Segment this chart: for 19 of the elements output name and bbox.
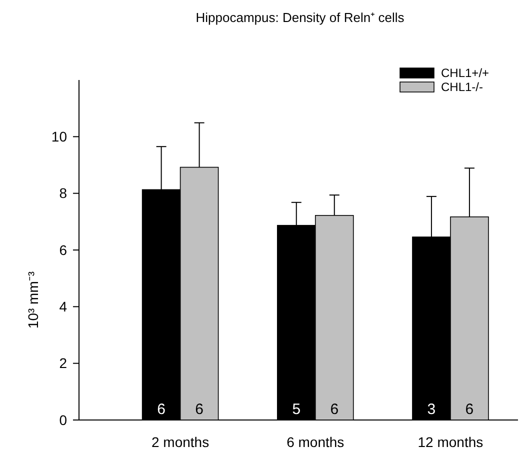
annotation: 6 bbox=[465, 401, 474, 418]
annotation: 6 bbox=[330, 401, 339, 418]
x-tick-label: 6 months bbox=[286, 434, 344, 450]
annotation: 6 bbox=[195, 401, 204, 418]
y-tick-label: 2 bbox=[59, 355, 68, 372]
x-tick-label: 2 months bbox=[152, 434, 210, 450]
y-tick-label: 0 bbox=[59, 412, 68, 428]
y-tick-label: 10 bbox=[51, 128, 68, 145]
chart-title: Hippocampus: Density of Reln⁺ cells bbox=[196, 10, 405, 25]
y-axis-title: 10³ mm⁻³ bbox=[25, 271, 41, 329]
y-tick-label: 6 bbox=[59, 242, 68, 258]
annotation: 3 bbox=[427, 401, 436, 418]
legend-label: CHL1-/- bbox=[441, 80, 484, 94]
annotation: 6 bbox=[157, 401, 166, 418]
annotation: 5 bbox=[292, 401, 301, 418]
legend-label: CHL1+/+ bbox=[441, 66, 490, 80]
y-tick-label: 8 bbox=[59, 185, 68, 202]
x-tick-label: 12 months bbox=[418, 434, 484, 450]
y-tick-label: 4 bbox=[59, 298, 68, 315]
